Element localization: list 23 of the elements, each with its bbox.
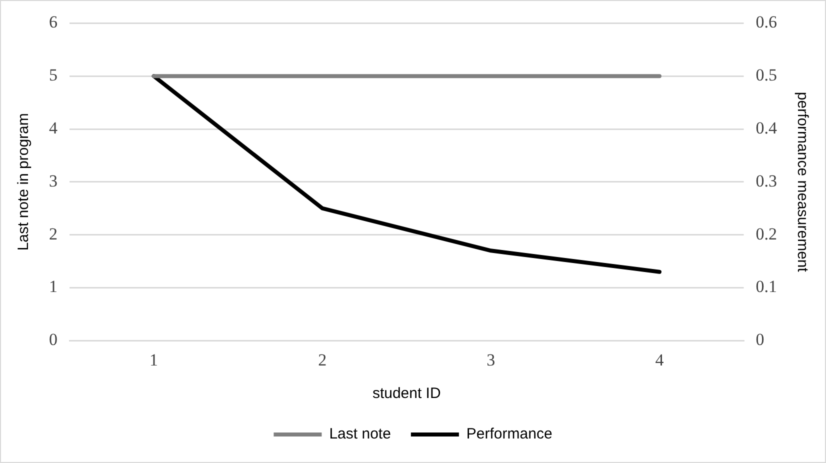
y2-tick-label: 0.5 [756, 66, 777, 85]
y-tick-label: 1 [49, 277, 58, 296]
x-tick-label: 4 [655, 350, 664, 370]
y2-tick-label: 0.3 [756, 171, 777, 190]
y-tick-label: 3 [49, 171, 58, 190]
legend-label: Last note [329, 426, 391, 443]
x-tick-label: 1 [150, 350, 158, 370]
legend-label: Performance [466, 426, 552, 443]
x-tick-label: 2 [318, 350, 327, 370]
y2-tick-label: 0.4 [756, 118, 778, 138]
y-tick-label: 6 [49, 12, 58, 32]
y-axis-title: Last note in program [15, 113, 32, 251]
x-axis-title: student ID [372, 385, 441, 402]
y-tick-label: 5 [49, 66, 58, 85]
y2-axis-title: performance measurement [794, 92, 811, 273]
y2-tick-label: 0.6 [756, 12, 777, 32]
y-tick-label: 4 [49, 118, 58, 138]
y-tick-label: 0 [49, 330, 58, 350]
y2-tick-label: 0.2 [756, 224, 777, 244]
x-tick-label: 3 [486, 350, 496, 370]
y2-tick-label: 0 [756, 330, 764, 350]
y-tick-label: 2 [49, 224, 58, 244]
y2-tick-label: 0.1 [756, 277, 777, 296]
